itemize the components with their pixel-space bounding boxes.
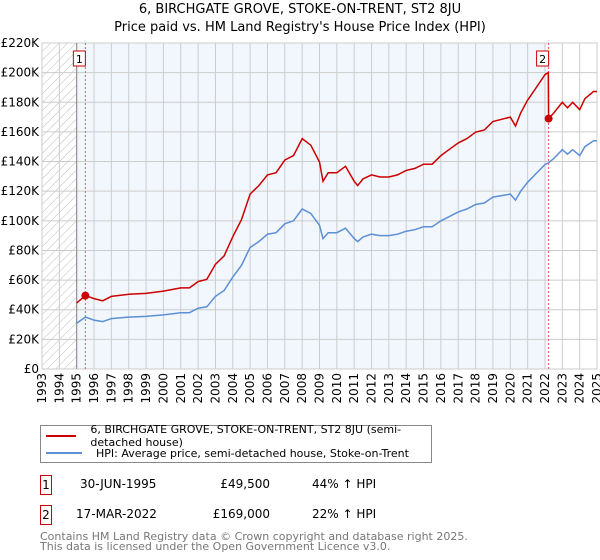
chart-title: 6, BIRCHGATE GROVE, STOKE-ON-TRENT, ST2 … [138,2,462,17]
y-tick-label: £0 [24,362,39,376]
legend-label: 6, BIRCHGATE GROVE, STOKE-ON-TRENT, ST2 … [90,423,402,449]
x-tick-label: 2005 [243,373,257,404]
x-tick-label: 2002 [191,373,205,404]
property-price-line [76,71,597,304]
price-chart: £0 £20K £40K £60K £80K £100K £120K £140K £160K £1… [1,36,600,404]
x-tick-label: 2022 [538,373,552,404]
footer-licence: This data is licensed under the Open Gov… [40,540,391,553]
y-tick-label: £140K [1,155,41,169]
y-tick-label: £200K [1,66,41,80]
ownership-shading [76,43,549,369]
y-tick-label: £60K [8,273,40,287]
x-tick-label: 2009 [313,373,327,404]
x-tick-label: 2004 [226,373,240,404]
y-tick-label: £100K [1,214,41,228]
x-tick-label: 2016 [434,373,448,404]
y-tick-label: £220K [1,36,41,50]
sale-marker-label: 2 [539,53,546,66]
transaction-date: 17-MAR-2022 [76,507,157,521]
y-tick-label: £80K [8,243,40,257]
legend: 6, BIRCHGATE GROVE, STOKE-ON-TRENT, ST2 … [40,423,432,463]
legend-swatch-blue [46,452,82,454]
y-tick-label: £20K [8,332,40,346]
y-tick-label: £120K [1,184,41,198]
x-tick-label: 1999 [139,373,153,404]
x-tick-label: 2014 [399,373,413,404]
x-tick-label: 1995 [70,373,84,404]
x-tick-label: 2013 [382,373,396,404]
x-tick-label: 2003 [208,373,222,404]
x-tick-label: 2023 [555,373,569,404]
x-tick-label: 2008 [295,373,309,404]
transaction-hpi: 44% ↑ HPI [312,477,377,491]
plot-frame [41,42,598,370]
sale-marker-box [72,50,86,67]
x-tick-label: 1993 [35,373,49,404]
chart-subtitle: Price paid vs. HM Land Registry's House … [114,20,486,35]
x-tick-label: 2018 [469,373,483,404]
sale-point [544,114,553,123]
transaction-price: £169,000 [212,507,270,521]
sale-marker-label: 1 [76,53,83,66]
x-tick-label: 1996 [87,373,101,404]
transaction-marker: 1 [40,475,52,495]
x-tick-label: 1994 [52,373,66,404]
transaction-price: £49,500 [220,477,270,491]
sale-marker-box [536,50,550,67]
legend-item-property: 6, BIRCHGATE GROVE, STOKE-ON-TRENT, ST2 … [41,423,431,449]
transaction-hpi: 22% ↑ HPI [312,507,377,521]
x-tick-label: 2024 [573,373,587,404]
x-tick-label: 2015 [417,373,431,404]
x-tick-label: 2021 [521,373,535,404]
y-tick-label: £40K [8,303,40,317]
legend-swatch-red [46,435,77,437]
sale-point [81,291,90,300]
x-tick-label: 2006 [260,373,274,404]
transaction-marker: 2 [40,505,52,525]
x-tick-label: 2025 [590,373,600,404]
x-tick-label: 2012 [365,373,379,404]
legend-item-hpi: HPI: Average price, semi-detached house,… [41,445,409,461]
x-tick-label: 2007 [278,373,292,404]
x-tick-label: 2000 [156,373,170,404]
transaction-date: 30-JUN-1995 [80,477,157,491]
x-tick-label: 1998 [122,373,136,404]
x-tick-label: 2020 [503,373,517,404]
x-tick-label: 2001 [174,373,188,404]
x-tick-label: 1997 [104,373,118,404]
y-tick-label: £180K [1,95,41,109]
hpi-line [76,140,597,324]
footer-copyright: Contains HM Land Registry data © Crown c… [40,530,468,543]
x-tick-label: 2011 [347,373,361,404]
legend-label: HPI: Average price, semi-detached house,… [96,446,409,460]
x-tick-label: 2010 [330,373,344,404]
x-tick-label: 2019 [486,373,500,404]
y-tick-label: £160K [1,125,41,139]
x-tick-label: 2017 [451,373,465,404]
